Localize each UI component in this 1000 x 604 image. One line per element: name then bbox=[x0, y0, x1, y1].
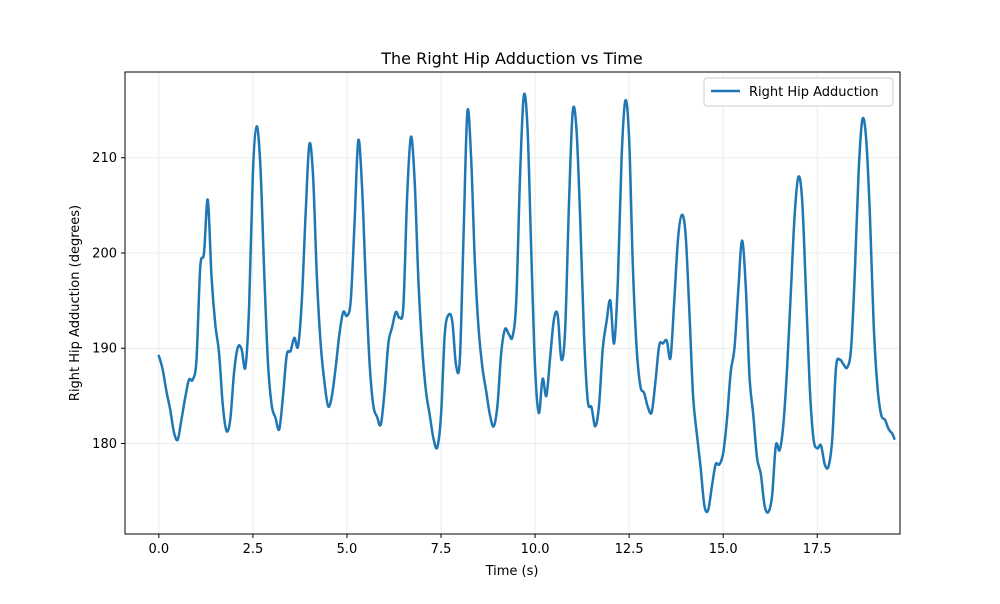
x-tick-label: 17.5 bbox=[803, 542, 832, 557]
legend-label: Right Hip Adduction bbox=[749, 85, 879, 100]
x-tick-label: 0.0 bbox=[149, 542, 170, 557]
x-tick-label: 5.0 bbox=[337, 542, 358, 557]
x-tick-label: 10.0 bbox=[521, 542, 550, 557]
plot-frame bbox=[125, 72, 900, 534]
y-tick-label: 180 bbox=[92, 437, 117, 452]
grid bbox=[125, 72, 900, 534]
series-layer bbox=[159, 94, 895, 513]
y-tick-label: 200 bbox=[92, 246, 117, 261]
y-tick-label: 210 bbox=[92, 151, 117, 166]
x-axis-ticks: 0.0 2.5 5.0 7.5 10.0 12.5 15.0 17.5 bbox=[149, 534, 832, 557]
chart-title: The Right Hip Adduction vs Time bbox=[380, 49, 642, 68]
series-line-0 bbox=[159, 94, 895, 513]
x-axis-label: Time (s) bbox=[485, 564, 539, 579]
x-tick-label: 12.5 bbox=[615, 542, 644, 557]
x-tick-label: 15.0 bbox=[709, 542, 738, 557]
x-tick-label: 2.5 bbox=[243, 542, 264, 557]
y-tick-label: 190 bbox=[92, 342, 117, 357]
y-axis-label: Right Hip Adduction (degrees) bbox=[68, 205, 83, 401]
x-tick-label: 7.5 bbox=[431, 542, 452, 557]
legend: Right Hip Adduction bbox=[704, 78, 893, 106]
y-axis-ticks: 180 190 200 210 bbox=[92, 151, 125, 452]
